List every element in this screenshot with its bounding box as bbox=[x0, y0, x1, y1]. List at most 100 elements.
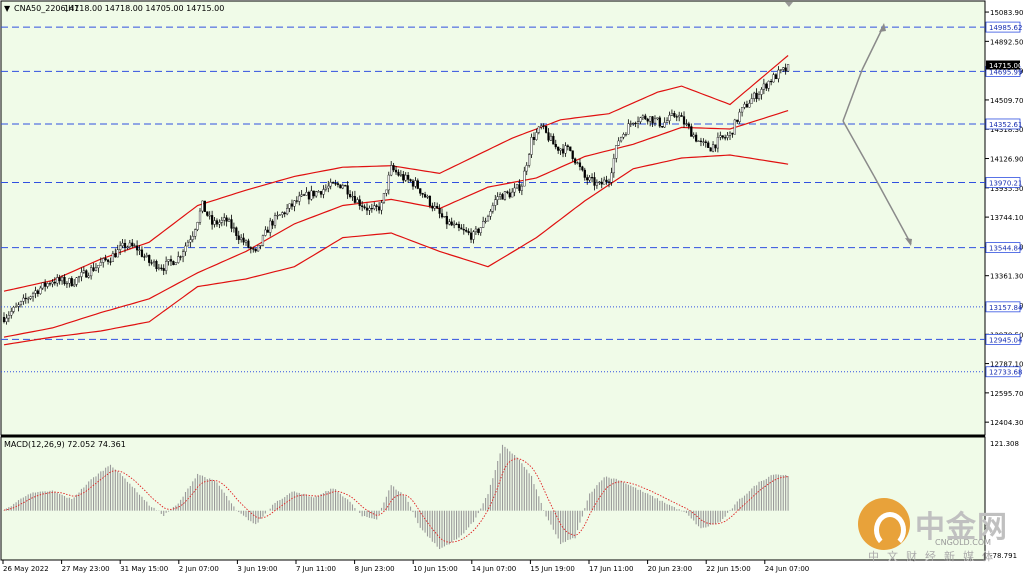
candle-body bbox=[743, 103, 746, 108]
candle-body bbox=[508, 192, 511, 198]
candle-body bbox=[65, 282, 69, 285]
candle-body bbox=[733, 119, 736, 135]
candle-body bbox=[87, 275, 90, 278]
candle-body bbox=[334, 183, 337, 185]
candle-body bbox=[482, 221, 485, 228]
candle-body bbox=[767, 80, 770, 89]
candle-body bbox=[165, 261, 168, 271]
candle-body bbox=[590, 177, 594, 179]
main-plot-area[interactable] bbox=[0, 0, 986, 436]
candle-body bbox=[278, 214, 281, 216]
candle-body bbox=[327, 185, 330, 189]
candle-body bbox=[520, 185, 523, 191]
candle-body bbox=[627, 123, 630, 135]
candle-body bbox=[302, 194, 306, 196]
candle-body bbox=[249, 247, 252, 249]
shift-marker-icon[interactable] bbox=[785, 2, 793, 7]
candle-body bbox=[29, 296, 32, 299]
candle-body bbox=[506, 191, 509, 193]
candle-body bbox=[632, 122, 635, 125]
candle-body bbox=[479, 227, 482, 233]
candle-body bbox=[257, 245, 260, 252]
candle-body bbox=[499, 194, 502, 197]
candle-body bbox=[484, 220, 487, 223]
level-label: 14985.62 bbox=[989, 24, 1022, 32]
candle-body bbox=[111, 253, 114, 262]
candle-body bbox=[116, 249, 119, 258]
candle-body bbox=[624, 134, 628, 136]
symbol-label: CNA50_2206,H1 bbox=[14, 4, 79, 13]
candle-body bbox=[477, 228, 480, 233]
candle-body bbox=[140, 249, 144, 257]
current-price-label: 14715.00 bbox=[989, 62, 1022, 70]
candle-body bbox=[191, 236, 194, 240]
candle-body bbox=[385, 189, 388, 194]
candle-body bbox=[523, 170, 526, 187]
candle-body bbox=[206, 211, 209, 216]
candle-body bbox=[465, 229, 468, 232]
candle-body bbox=[697, 140, 700, 142]
candle-body bbox=[7, 315, 10, 319]
candle-body bbox=[254, 248, 257, 252]
candle-body bbox=[724, 137, 727, 139]
candle-body bbox=[264, 229, 267, 236]
candle-body bbox=[41, 282, 44, 289]
candle-body bbox=[155, 261, 158, 269]
candle-body bbox=[203, 200, 206, 212]
candle-body bbox=[726, 135, 729, 138]
time-tick-label: 10 Jun 15:00 bbox=[413, 565, 457, 573]
candle-body bbox=[784, 67, 787, 72]
candle-body bbox=[60, 277, 64, 282]
candle-body bbox=[753, 92, 756, 99]
ohlc-label: 14718.00 14718.00 14705.00 14715.00 bbox=[64, 4, 224, 13]
candle-body bbox=[651, 116, 654, 124]
candle-body bbox=[695, 134, 698, 142]
candle-body bbox=[605, 179, 608, 182]
candle-body bbox=[535, 132, 538, 140]
time-tick-label: 15 Jun 19:00 bbox=[530, 565, 574, 573]
candle-body bbox=[670, 113, 674, 116]
candle-body bbox=[542, 125, 545, 127]
level-label: 13970.21 bbox=[989, 180, 1022, 188]
candle-body bbox=[97, 265, 100, 269]
candle-body bbox=[491, 205, 494, 212]
candle-body bbox=[298, 195, 301, 202]
candle-body bbox=[5, 317, 8, 323]
macd-label: MACD(12,26,9) 72.052 74.361 bbox=[4, 440, 126, 449]
level-label-box bbox=[985, 21, 1021, 33]
candle-body bbox=[668, 114, 671, 121]
candle-body bbox=[119, 245, 122, 250]
candle-body bbox=[588, 177, 591, 181]
candle-body bbox=[453, 223, 456, 226]
candle-body bbox=[201, 200, 204, 212]
candle-body bbox=[223, 217, 226, 221]
candle-body bbox=[266, 229, 269, 233]
candle-body bbox=[661, 125, 664, 128]
candle-body bbox=[24, 297, 27, 300]
candle-body bbox=[370, 207, 373, 210]
time-tick-label: 26 May 2022 bbox=[3, 565, 49, 573]
candle-body bbox=[186, 241, 190, 247]
candle-body bbox=[121, 242, 124, 247]
level-label: 13157.84 bbox=[989, 304, 1023, 312]
candle-body bbox=[486, 216, 490, 222]
candle-body bbox=[94, 267, 98, 271]
candle-body bbox=[394, 169, 398, 173]
candle-body bbox=[167, 259, 170, 262]
candle-body bbox=[622, 134, 625, 138]
candle-body bbox=[77, 276, 81, 278]
candle-body bbox=[544, 126, 548, 133]
candle-body bbox=[615, 145, 618, 159]
candle-body bbox=[402, 174, 405, 181]
dropdown-icon[interactable]: ▼ bbox=[4, 4, 11, 13]
time-tick-label: 20 Jun 23:00 bbox=[648, 565, 692, 573]
candle-body bbox=[581, 166, 584, 171]
price-tick-label: 13361.30 bbox=[990, 273, 1023, 281]
candle-body bbox=[782, 67, 785, 70]
candle-body bbox=[160, 267, 163, 269]
candle-body bbox=[404, 174, 407, 181]
candle-body bbox=[554, 144, 557, 148]
candle-body bbox=[92, 267, 95, 271]
candle-body bbox=[356, 199, 359, 203]
